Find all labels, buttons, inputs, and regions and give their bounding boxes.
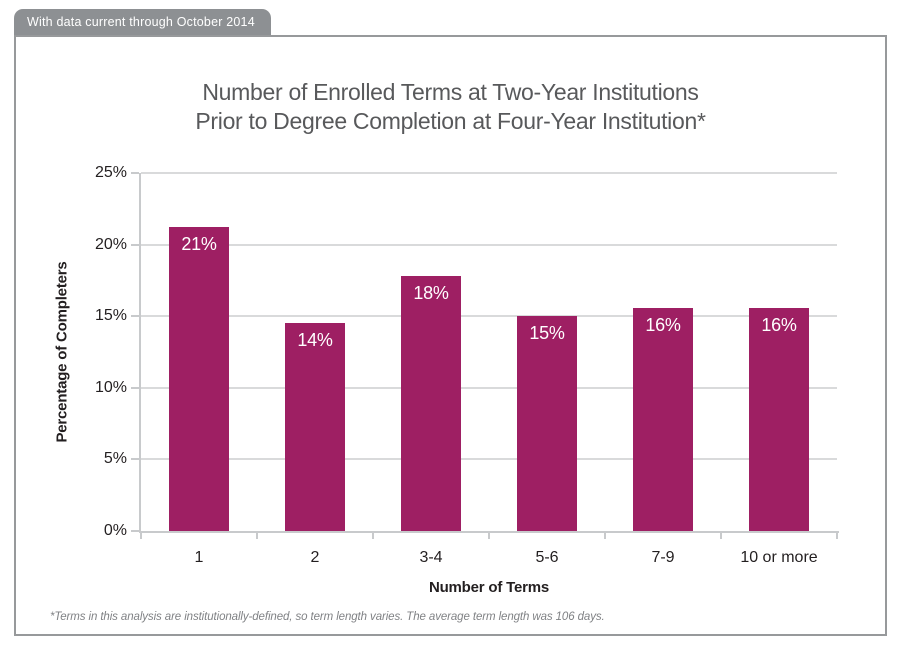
gridline-25pct bbox=[141, 172, 837, 174]
y-tick-5pct bbox=[131, 458, 139, 461]
bar-value-label: 14% bbox=[297, 330, 333, 351]
x-axis-line bbox=[139, 531, 839, 533]
x-category-label: 10 or more bbox=[740, 549, 818, 566]
x-category-label: 3-4 bbox=[419, 549, 443, 566]
bar-value-label: 21% bbox=[181, 234, 217, 255]
y-tick-10pct bbox=[131, 386, 139, 389]
bar-7-9: 16% bbox=[633, 307, 693, 531]
gridline-15pct bbox=[141, 315, 837, 318]
y-tick-label: 15% bbox=[94, 307, 127, 325]
x-tick bbox=[604, 533, 606, 539]
gridline-5pct bbox=[141, 458, 837, 461]
bar-5-6: 15% bbox=[517, 316, 577, 531]
chart-title-line1: Number of Enrolled Terms at Two-Year Ins… bbox=[202, 79, 699, 105]
bar-value-label: 16% bbox=[645, 314, 681, 335]
bar-value-label: 18% bbox=[413, 283, 449, 304]
x-category-label: 5-6 bbox=[535, 549, 559, 566]
data-currency-badge: With data current through October 2014 bbox=[14, 9, 271, 36]
y-tick-15pct bbox=[131, 315, 139, 318]
y-tick-0pct bbox=[131, 530, 139, 532]
bar-2: 14% bbox=[285, 323, 345, 531]
gridline-20pct bbox=[141, 243, 837, 246]
bar-10-or-more: 16% bbox=[749, 307, 809, 531]
y-tick-label: 25% bbox=[94, 164, 127, 181]
x-category-label: 2 bbox=[310, 549, 320, 566]
y-tick-label: 5% bbox=[103, 450, 127, 468]
x-tick bbox=[372, 533, 374, 539]
bar-3-4: 18% bbox=[401, 276, 461, 531]
chart-title: Number of Enrolled Terms at Two-Year Ins… bbox=[14, 78, 887, 136]
x-tick bbox=[836, 533, 838, 539]
y-tick-25pct bbox=[131, 172, 139, 174]
bar-1: 21% bbox=[169, 227, 229, 531]
x-tick bbox=[140, 533, 142, 539]
y-tick-label: 20% bbox=[94, 235, 127, 253]
x-tick bbox=[488, 533, 490, 539]
x-category-label: 7-9 bbox=[651, 549, 675, 566]
gridline-10pct bbox=[141, 386, 837, 389]
y-tick-20pct bbox=[131, 243, 139, 246]
x-category-label: 1 bbox=[194, 549, 204, 566]
plot-area: Number of Terms 0% 5% 10% 15% 20% 25% 21% 1 14% 2… bbox=[95, 164, 839, 596]
y-tick-label: 0% bbox=[103, 522, 127, 539]
x-axis-title: Number of Terms bbox=[428, 579, 550, 596]
chart-footnote: *Terms in this analysis are institutiona… bbox=[50, 611, 605, 623]
y-tick-label: 10% bbox=[94, 378, 127, 396]
chart-title-line2: Prior to Degree Completion at Four-Year … bbox=[195, 108, 706, 134]
bar-value-label: 15% bbox=[529, 323, 565, 344]
y-axis-line bbox=[139, 173, 141, 531]
y-axis-title: Percentage of Completers bbox=[53, 261, 71, 443]
bar-value-label: 16% bbox=[761, 314, 797, 335]
x-tick bbox=[256, 533, 258, 539]
x-tick bbox=[720, 533, 722, 539]
